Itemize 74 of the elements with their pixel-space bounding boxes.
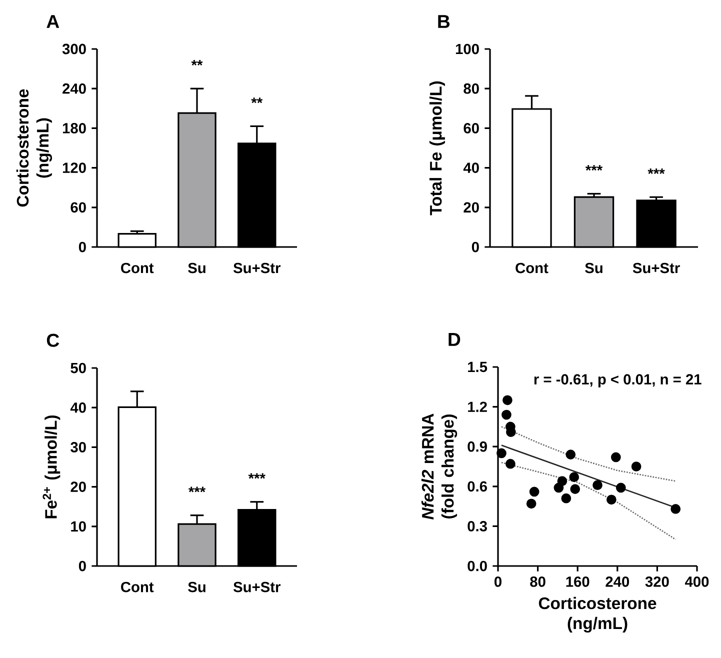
y-tick-label: 20 <box>70 482 86 492</box>
point <box>506 427 516 437</box>
y-tick-label: 40 <box>463 162 479 173</box>
y-axis-title: Fe$^{2+}$ (μmol/L) <box>42 415 60 518</box>
line-series <box>500 426 676 482</box>
x-tick-label: Su+Str <box>233 582 280 592</box>
x-tick-label: 400 <box>685 576 709 587</box>
annotation: r = -0.61, p < 0.01, n = 21 <box>534 374 702 388</box>
y-tick-label: 40 <box>70 402 86 413</box>
x-axis-title: Corticosterone (ng/mL) <box>538 596 656 633</box>
y-tick-label: 20 <box>464 202 479 213</box>
y-tick-label: 10 <box>71 521 86 532</box>
x-tick-label: Su <box>188 262 206 274</box>
point <box>526 498 536 509</box>
y-tick-label: 100 <box>456 44 479 54</box>
point <box>557 476 568 486</box>
annotation: *** <box>648 168 665 174</box>
point <box>566 450 576 460</box>
point <box>502 410 512 420</box>
y-tick-label: 60 <box>70 202 86 213</box>
y-tick-label: 0 <box>472 242 479 252</box>
chart-title: C <box>46 334 60 347</box>
point <box>592 480 602 490</box>
y-tick-label: 0.6 <box>468 481 487 492</box>
x-tick-label: Su+Str <box>233 262 280 274</box>
y-tick-label: 1.5 <box>468 362 488 372</box>
annotation: *** <box>248 473 266 479</box>
y-tick-label: 300 <box>62 44 86 54</box>
chart-title: D <box>448 333 460 346</box>
x-tick-label: 80 <box>530 576 546 587</box>
point <box>570 484 580 494</box>
y-tick-label: 0 <box>78 242 86 252</box>
point <box>496 448 506 458</box>
x-tick-label: Su <box>188 582 206 592</box>
point <box>569 472 580 482</box>
point <box>606 494 616 505</box>
point <box>529 486 540 497</box>
x-tick-label: Su <box>585 262 602 274</box>
y-axis-title: Corticosterone (ng/mL) <box>16 89 52 207</box>
x-tick-label: 240 <box>606 576 630 587</box>
x-tick-label: 160 <box>566 576 590 587</box>
y-axis-title: Total Fe (μmol/L) <box>429 81 445 216</box>
y-tick-label: 1.2 <box>468 402 487 412</box>
annotation: ** <box>251 98 263 104</box>
y-tick-label: 180 <box>62 123 86 134</box>
y-tick-label: 240 <box>62 83 86 94</box>
y-tick-label: 120 <box>62 162 86 173</box>
y-tick-label: 30 <box>70 442 86 452</box>
chart-title: B <box>438 15 450 28</box>
y-tick-label: 50 <box>70 362 86 374</box>
x-tick-label: Su+Str <box>632 262 680 274</box>
line-series <box>500 462 676 540</box>
annotation: *** <box>585 165 603 171</box>
y-tick-label: 0.0 <box>468 560 487 572</box>
point <box>506 458 516 469</box>
x-tick-label: 0 <box>494 576 502 587</box>
point <box>670 504 681 514</box>
point <box>502 395 512 406</box>
x-tick-label: Cont <box>121 582 154 592</box>
annotation: *** <box>188 486 206 492</box>
point <box>616 482 626 493</box>
point <box>561 493 572 504</box>
y-tick-label: 0.3 <box>468 521 487 532</box>
chart-title: A <box>46 15 60 28</box>
annotation: ** <box>191 60 203 66</box>
y-tick-label: 60 <box>464 123 479 134</box>
y-tick-label: 0.9 <box>468 441 487 452</box>
x-tick-label: Cont <box>516 262 548 274</box>
point <box>610 452 621 462</box>
x-tick-label: Cont <box>121 262 154 274</box>
y-tick-label: 0 <box>78 560 86 572</box>
y-tick-label: 80 <box>464 83 479 94</box>
point <box>631 462 642 472</box>
x-tick-label: 320 <box>645 576 669 587</box>
